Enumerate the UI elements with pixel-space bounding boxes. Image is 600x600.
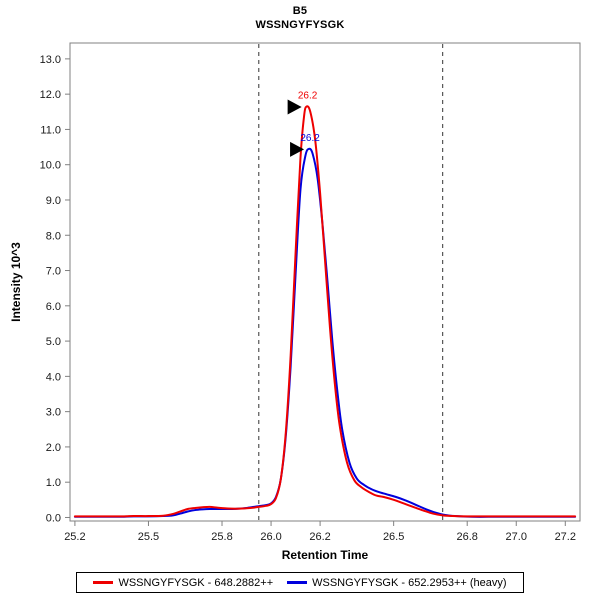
y-axis-tick-label: 4.0: [46, 371, 61, 383]
y-axis-tick-label: 3.0: [46, 407, 61, 419]
x-axis-tick-label: 27.2: [555, 531, 576, 543]
x-axis-tick-label: 25.8: [211, 531, 232, 543]
y-axis-tick-label: 2.0: [46, 442, 61, 454]
peak-marker-triangle-icon: [287, 99, 302, 115]
y-axis-tick-label: 7.0: [46, 266, 61, 278]
chart-legend: WSSNGYFYSGK - 648.2882++ WSSNGYFYSGK - 6…: [76, 572, 524, 593]
x-axis-tick-label: 26.2: [309, 531, 330, 543]
chart-title-line2: WSSNGYFYSGK: [255, 19, 345, 31]
x-axis-tick-label: 25.5: [138, 531, 159, 543]
x-axis-tick-label: 27.0: [506, 531, 527, 543]
legend-label-light: WSSNGYFYSGK - 648.2882++: [118, 576, 274, 589]
x-axis-tick-label: 26.8: [457, 531, 478, 543]
y-axis-title: Intensity 10^3: [9, 242, 23, 322]
chart-title: B5 WSSNGYFYSGK: [0, 4, 600, 32]
peak-annotation-light[interactable]: 26.2: [287, 90, 318, 115]
legend-item-heavy[interactable]: WSSNGYFYSGK - 652.2953++ (heavy): [287, 576, 507, 589]
chart-plot-area: 0.0 1.0 2.0 3.0 4.0 5.0 6.0 7.0 8.0 9.0 10.0 11.0 12…: [9, 42, 581, 562]
legend-label-heavy: WSSNGYFYSGK - 652.2953++ (heavy): [312, 576, 507, 589]
peak-retention-time-label: 26.2: [298, 90, 318, 101]
trace-light[interactable]: [73, 105, 577, 518]
y-axis-tick-label: 6.0: [46, 301, 61, 313]
x-axis-tick-label: 25.2: [64, 531, 85, 543]
peak-marker-triangle-icon: [290, 141, 305, 157]
peak-annotation-heavy[interactable]: 26.2: [290, 133, 320, 157]
x-axis-tick-label: 26.5: [383, 531, 404, 543]
y-axis-tick-label: 10.0: [40, 160, 61, 172]
legend-swatch-heavy: [287, 581, 308, 584]
y-axis-tick-label: 13.0: [40, 54, 61, 66]
y-axis-tick-label: 5.0: [46, 336, 61, 348]
peak-retention-time-label: 26.2: [300, 133, 320, 144]
trace-heavy[interactable]: [73, 147, 577, 518]
legend-item-light[interactable]: WSSNGYFYSGK - 648.2882++: [93, 577, 273, 589]
x-axis-title: Retention Time: [282, 548, 369, 562]
y-axis-tick-label: 12.0: [40, 89, 61, 101]
y-axis-tick-label: 9.0: [46, 195, 61, 207]
y-axis-tick-label: 11.0: [40, 124, 61, 136]
chromatogram-svg: 0.0 1.0 2.0 3.0 4.0 5.0 6.0 7.0 8.0 9.0 10.0 11.0 12…: [9, 42, 581, 562]
chart-title-line1: B5: [292, 5, 308, 17]
y-axis-tick-label: 0.0: [46, 512, 61, 524]
x-axis-tick-label: 26.0: [260, 531, 281, 543]
legend-swatch-light: [93, 581, 114, 584]
y-axis-tick-label: 1.0: [46, 477, 61, 489]
y-axis-tick-label: 8.0: [46, 230, 61, 242]
plot-frame: [69, 42, 581, 522]
